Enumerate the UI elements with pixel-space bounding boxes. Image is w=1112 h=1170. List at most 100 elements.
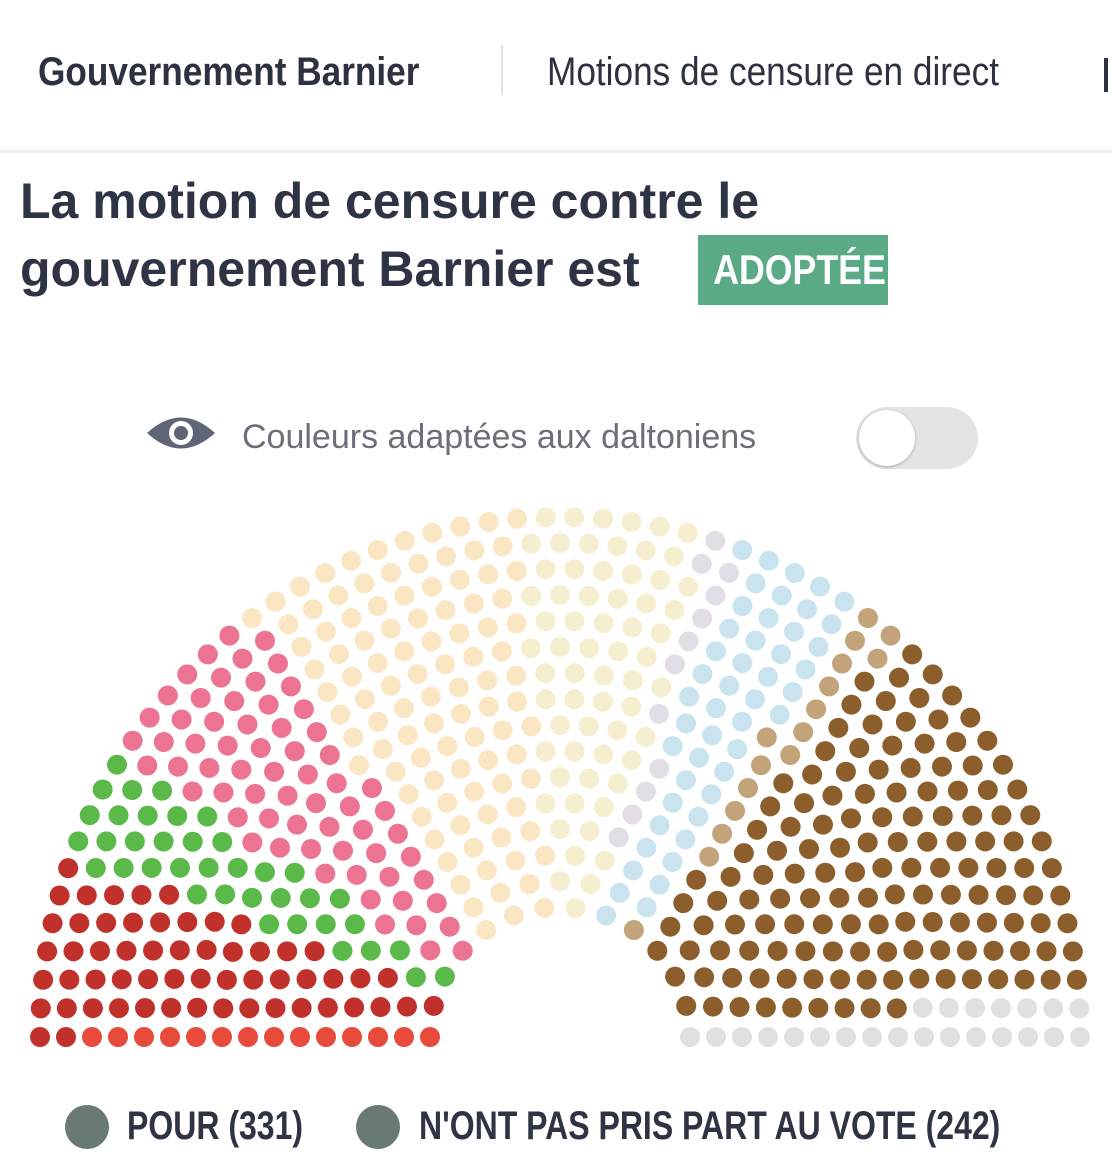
seat [868, 914, 889, 935]
seat [793, 722, 814, 743]
seat [702, 725, 723, 746]
seat [914, 1027, 934, 1047]
seat [565, 845, 586, 866]
seat [850, 941, 871, 962]
seat [1044, 1027, 1064, 1047]
toggle[interactable] [856, 407, 978, 469]
seat [152, 780, 173, 801]
seat [326, 773, 347, 794]
seat [296, 969, 317, 990]
seat [82, 1027, 102, 1047]
seat [426, 893, 447, 914]
seat [177, 664, 198, 685]
seat [714, 761, 735, 782]
seat [767, 940, 788, 961]
seat [330, 704, 351, 725]
seat [422, 522, 443, 543]
seat [407, 608, 428, 629]
seat [802, 764, 823, 785]
seat [421, 576, 442, 597]
seat [265, 998, 286, 1019]
seat [394, 1027, 414, 1047]
seat [707, 890, 728, 911]
seat [366, 843, 387, 864]
seat [1018, 1027, 1038, 1047]
seat [245, 671, 266, 692]
seat [636, 837, 657, 858]
seat [550, 767, 570, 787]
seat [141, 857, 162, 878]
seat [372, 739, 393, 760]
seat [940, 884, 961, 905]
seat [96, 912, 117, 933]
seat [720, 866, 741, 887]
seat [550, 715, 570, 735]
seat [635, 540, 656, 561]
seat [676, 995, 697, 1016]
seat [42, 913, 63, 934]
seat [693, 915, 714, 936]
seat [932, 806, 953, 826]
seat [756, 727, 777, 748]
seat [822, 941, 843, 962]
seat [352, 819, 373, 840]
seat [393, 698, 414, 719]
seat [213, 998, 234, 1019]
seat [520, 821, 541, 842]
heading: La motion de censure contre le [20, 173, 760, 229]
seat [379, 866, 400, 887]
seat [935, 968, 956, 989]
seat [171, 709, 192, 730]
seat [664, 654, 685, 675]
seat [739, 940, 760, 961]
seat [477, 670, 498, 691]
seat [258, 694, 279, 715]
seat [506, 665, 527, 686]
seat [860, 998, 881, 1019]
seat [367, 540, 388, 561]
tab[interactable]: Gouvernement Barnier [38, 50, 420, 94]
seat [30, 1027, 50, 1047]
seat [389, 940, 410, 961]
hemicycle [30, 507, 1090, 1047]
tab[interactable]: Motions de censure en direct [547, 50, 999, 94]
seat [346, 864, 367, 885]
seat [168, 756, 189, 777]
seat [82, 998, 103, 1019]
seat [435, 654, 456, 675]
seat [895, 911, 916, 932]
seat [521, 716, 542, 737]
seat [798, 838, 819, 859]
seat [550, 533, 570, 553]
seat [947, 780, 968, 801]
seat [424, 770, 445, 791]
seat [784, 1027, 804, 1047]
seat [622, 804, 643, 825]
seat [784, 621, 804, 642]
seat [986, 857, 1007, 878]
seat [56, 1027, 76, 1047]
seat [135, 997, 156, 1018]
seat [564, 559, 585, 580]
seat [1014, 858, 1035, 879]
seat [107, 754, 128, 775]
toggle-label: Couleurs adaptées aux daltoniens [242, 418, 757, 456]
seat [507, 508, 528, 529]
seat [794, 793, 815, 814]
seat [434, 966, 455, 987]
seat [739, 889, 760, 910]
seat [398, 784, 419, 805]
seat [317, 682, 338, 703]
seat [199, 757, 220, 778]
seat [420, 940, 441, 961]
seat [505, 850, 526, 871]
seat [361, 778, 382, 799]
seat [237, 714, 258, 735]
seat [79, 805, 100, 826]
seat [784, 563, 805, 584]
seat [58, 858, 79, 879]
seat [692, 663, 713, 684]
seat [902, 644, 923, 665]
heading: gouvernement Barnier est [20, 241, 640, 297]
seat [749, 968, 770, 989]
